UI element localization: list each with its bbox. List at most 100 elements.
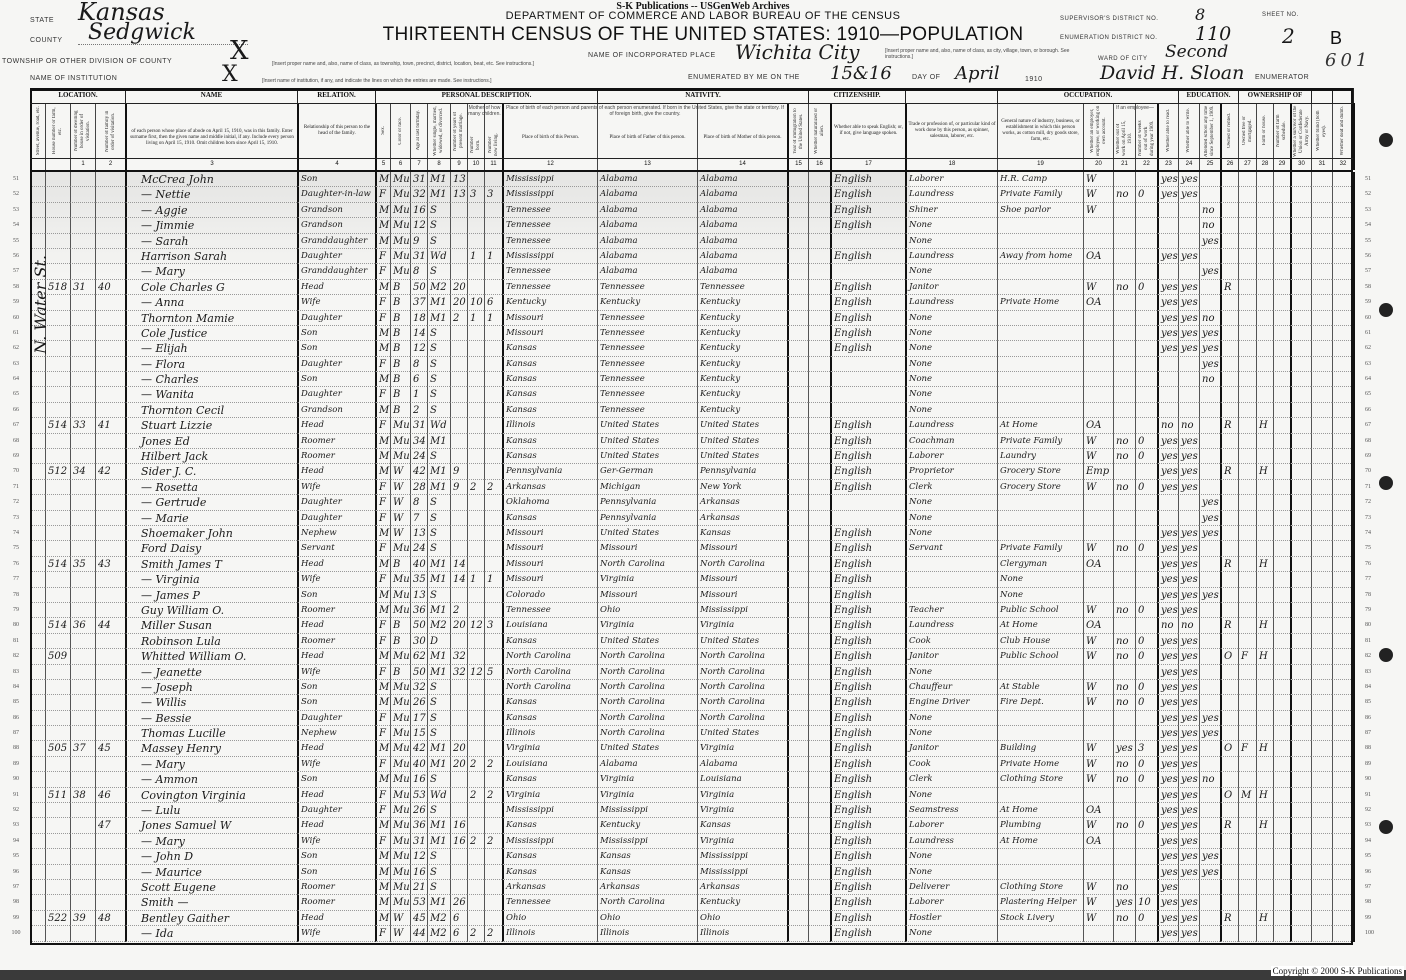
cell-children-living: 2 [484, 479, 502, 496]
cell-marital: S [427, 449, 450, 465]
cell-owned [1220, 372, 1238, 388]
cell-house [45, 633, 70, 650]
cell-age: 36 [410, 818, 427, 834]
cell-weeks-out [1135, 864, 1157, 880]
cell-school: no [1199, 372, 1220, 388]
cell-schedule [1273, 587, 1290, 603]
cell-occupation: Laundress [905, 295, 997, 311]
cell-school: yes [1199, 233, 1220, 249]
cell-schedule [1273, 510, 1290, 526]
cell-race: W [390, 926, 410, 942]
cell-schedule [1273, 864, 1290, 880]
cell-marital: M1 [427, 172, 450, 188]
cell-schedule [1273, 356, 1290, 373]
column-header-children-living: Place of birth of this Person. [502, 103, 597, 158]
column-header-mortgage: Farm or house. [1256, 103, 1273, 158]
cell-race: Mu [390, 449, 410, 465]
column-header-sex: Color or race. [390, 103, 410, 158]
group-header: EDUCATION. [1178, 88, 1238, 103]
cell-children-born: 2 [467, 833, 484, 850]
cell-birthplace: Missouri [502, 310, 597, 326]
cell-deaf [1332, 372, 1353, 388]
cell-father-birthplace: Ger-German [597, 464, 697, 480]
line-number-right: 97 [1353, 879, 1406, 896]
cell-out-of-work [1113, 495, 1135, 511]
cell-name: McCrea John [125, 172, 297, 188]
cell-naturalized [808, 464, 830, 480]
cell-house: 511 [45, 787, 70, 804]
cell-weeks-out [1135, 387, 1157, 403]
cell-relation: Son [297, 341, 375, 357]
cell-house [45, 895, 70, 911]
cell-schedule [1273, 572, 1290, 588]
column-number: 12 [502, 158, 597, 170]
cell-marital: M1 [427, 756, 450, 773]
cell-employment: W [1083, 679, 1113, 696]
column-header-name-text: Relationship of this person to the head … [303, 124, 371, 136]
cell-children-living [484, 433, 502, 450]
cell-weeks-out [1135, 525, 1157, 542]
cell-occupation: Deliverer [905, 879, 997, 896]
cell-mother-birthplace: Virginia [697, 803, 787, 819]
cell-children-living [484, 556, 502, 573]
cell-employment: W [1083, 910, 1113, 927]
cell-race: Mu [390, 818, 410, 834]
group-header [1332, 88, 1353, 103]
cell-marital: M1 [427, 833, 450, 850]
cell-language: English [830, 479, 905, 496]
line-number-right: 87 [1353, 726, 1406, 742]
cell-naturalized [808, 572, 830, 588]
cell-children-born [467, 495, 484, 511]
cell-father-birthplace: Pennsylvania [597, 510, 697, 526]
column-header-house: Number of dwelling house in order of vis… [70, 103, 95, 158]
cell-marital: S [427, 218, 450, 234]
cell-language [830, 356, 905, 373]
line-number-right: 51 [1353, 172, 1406, 188]
cell-naturalized [808, 418, 830, 434]
cell-read: yes [1157, 803, 1178, 819]
cell-sex: M [375, 879, 390, 896]
cell-owned [1220, 864, 1238, 880]
cell-birthplace: Tennessee [502, 602, 597, 619]
column-numbers: 1 2 3 4 5 6 7 8 9 10 11 12 13 14 15 16 17 18 19 20 21 22 23 24 2… [0, 158, 1406, 170]
cell-age: 35 [410, 572, 427, 588]
cell-read: yes [1157, 325, 1178, 342]
cell-dwelling [70, 710, 95, 727]
cell-weeks-out [1135, 618, 1157, 634]
cell-read: yes [1157, 433, 1178, 450]
enumerated-label: ENUMERATED BY ME ON THE [688, 74, 800, 81]
cell-employment [1083, 864, 1113, 880]
cell-schedule [1273, 710, 1290, 727]
cell-employment: W [1083, 649, 1113, 665]
table-row: 58 518 31 40 Cole Charles G Head M B 50 M2 20 Tenne… [0, 279, 1406, 296]
cell-industry [997, 341, 1083, 357]
cell-birthplace: Illinois [502, 418, 597, 434]
cell-children-living [484, 387, 502, 403]
line-number-right: 84 [1353, 679, 1406, 696]
cell-blind [1311, 449, 1332, 465]
column-number: 1 [70, 158, 95, 170]
cell-occupation: None [905, 726, 997, 742]
cell-farm-house [1256, 695, 1273, 711]
line-number-right: 93 [1353, 818, 1406, 834]
cell-birthplace: Missouri [502, 525, 597, 542]
cell-weeks-out [1135, 495, 1157, 511]
cell-family: 44 [95, 618, 125, 634]
cell-sex: M [375, 587, 390, 603]
cell-farm-house: H [1256, 556, 1273, 573]
cell-occupation: Teacher [905, 602, 997, 619]
cell-write: yes [1178, 279, 1199, 296]
cell-street [30, 895, 45, 911]
line-number-right: 58 [1353, 279, 1406, 296]
cell-language: English [830, 433, 905, 450]
line-number: 86 [13, 714, 19, 721]
cell-age: 40 [410, 756, 427, 773]
column-number: 32 [1332, 158, 1353, 170]
cell-owned [1220, 295, 1238, 311]
cell-schedule [1273, 756, 1290, 773]
cell-age: 2 [410, 402, 427, 419]
cell-naturalized [808, 649, 830, 665]
cell-house [45, 341, 70, 357]
cell-employment: Emp [1083, 464, 1113, 480]
cell-out-of-work: no [1113, 649, 1135, 665]
